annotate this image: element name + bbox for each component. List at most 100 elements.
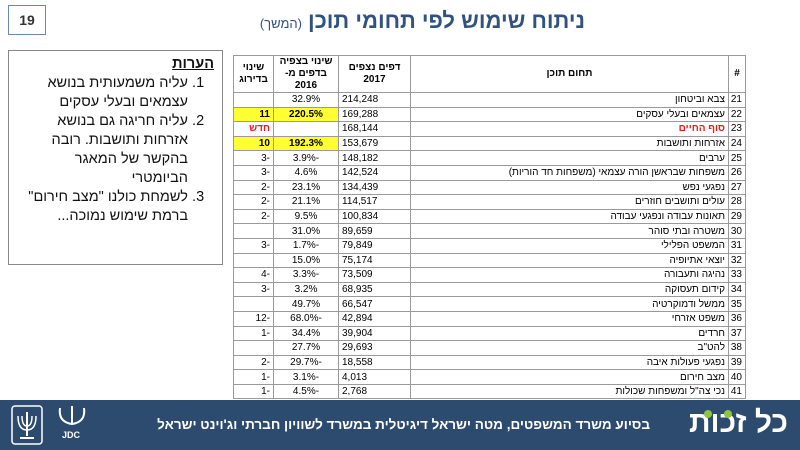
table-cell: -4.5% (273, 383, 339, 400)
table-cell: 37 (728, 325, 746, 342)
table-cell: 66,547 (338, 296, 411, 312)
column-header: שינוי בצפיה בדפים מ- 2016 (273, 55, 339, 93)
table-cell: 30 (728, 223, 746, 239)
column-header: שינוי בדירוג (233, 55, 274, 93)
table-cell: 148,182 (338, 150, 411, 166)
title-text: ניתוח שימוש לפי תחומי תוכן (307, 8, 585, 33)
table-row: 25 ערבים 148,182 -3.9% -3 (233, 150, 746, 166)
table-cell: חדש (233, 121, 274, 137)
table-row: 32 יוצאי אתיופיה 75,174 15.0% (233, 252, 746, 269)
table-cell: ממשל ודמוקרטיה (410, 296, 729, 312)
table-cell: -29.7% (273, 354, 339, 371)
table-cell: צבא וביטחון (410, 92, 729, 108)
table-cell: נכי צה"ל ומשפחות שכולות (410, 383, 729, 400)
table-cell: 220.5% (273, 106, 339, 123)
table-cell: 21.1% (273, 194, 339, 210)
table-cell: 23 (728, 121, 746, 137)
table-cell: 153,679 (338, 135, 411, 152)
table-row: 27 נפגעי נפש 134,439 23.1% -2 (233, 179, 746, 196)
table-cell: 31 (728, 237, 746, 254)
header-row: # תחום תוכן דפים נצפים 2017 שינוי בצפיה בדפ… (233, 55, 746, 93)
column-header: דפים נצפים 2017 (338, 55, 411, 93)
note-item: עליה משמעותית בנושא עצמאים ובעלי עסקים (17, 74, 188, 112)
table-cell: 169,288 (338, 106, 411, 123)
table-row: 26 משפחות שבראשן הורה עצמאי (משפחות חד הו… (233, 164, 746, 181)
table-cell: 33 (728, 267, 746, 283)
table-cell: עולים ותושבים חוזרים (410, 194, 729, 210)
table-cell: 41 (728, 383, 746, 400)
table-cell: -2 (233, 194, 274, 210)
table-cell: 9.5% (273, 208, 339, 225)
table-cell: משטרה ובתי סוהר (410, 223, 729, 239)
table-cell: 25 (728, 150, 746, 166)
title-subtitle: (המשך) (259, 16, 302, 31)
table-row: 36 משפט אזרחי 42,894 -68.0% -12 (233, 310, 746, 327)
table-cell: 35 (728, 296, 746, 312)
table-row: 29 תאונות עבודה ונפגעי עבודה 100,834 9.5% -2 (233, 208, 746, 225)
logo-dots (704, 410, 732, 418)
note-item: עליה חריגה גם בנושא אזרחות ותושבות. רובה… (17, 112, 189, 188)
table-row: 40 מצב חירום 4,013 -3.1% -1 (233, 369, 746, 385)
table-cell: משפחות שבראשן הורה עצמאי (משפחות חד הורי… (410, 164, 729, 181)
table-cell: קידום תעסוקה (410, 281, 729, 298)
table-row: 39 נפגעי פעולות איבה 18,558 -29.7% -2 (233, 354, 746, 371)
table-cell: -12 (233, 310, 274, 327)
table-cell: 3.2% (273, 281, 339, 298)
table-cell: 39,904 (338, 325, 411, 342)
table-cell: נפגעי פעולות איבה (410, 354, 729, 371)
table-cell: -3 (233, 237, 274, 254)
table-cell: 28 (728, 194, 746, 210)
table-cell: 68,935 (338, 281, 411, 298)
table-cell: 42,894 (338, 310, 411, 327)
table-cell: 100,834 (338, 208, 411, 225)
table-cell: 34 (728, 281, 746, 298)
table-cell: 26 (728, 164, 746, 181)
table-cell: 29 (728, 208, 746, 225)
table-cell (233, 340, 274, 356)
table-cell: 32.9% (273, 92, 339, 108)
table-cell: 15.0% (273, 252, 339, 269)
table-cell: 34.4% (273, 325, 339, 342)
table-row: 37 חרדים 39,904 34.4% -1 (233, 325, 746, 342)
table-cell: -1 (233, 325, 274, 342)
table-cell: סוף החיים (410, 121, 729, 137)
table-cell: 40 (728, 369, 746, 385)
notes-title: הערות (172, 56, 214, 72)
table-cell: 27 (728, 179, 746, 196)
table-cell: -1.7% (273, 237, 339, 254)
table-cell: 75,174 (338, 252, 411, 269)
table-row: 35 ממשל ודמוקרטיה 66,547 49.7% (233, 296, 746, 312)
table-cell: -3.9% (273, 150, 339, 166)
table-row: 21 צבא וביטחון 214,248 32.9% (233, 92, 746, 108)
table-cell: תאונות עבודה ונפגעי עבודה (410, 208, 729, 225)
column-header: תחום תוכן (410, 55, 729, 93)
table-cell (233, 252, 274, 269)
table-cell (233, 92, 274, 108)
table-cell: 114,517 (338, 194, 411, 210)
table-cell: 31.0% (273, 223, 339, 239)
table-cell: -3.3% (273, 267, 339, 283)
table-cell: משפט אזרחי (410, 310, 729, 327)
table-row: 34 קידום תעסוקה 68,935 3.2% -3 (233, 281, 746, 298)
table-cell: -3.1% (273, 369, 339, 385)
table-row: 23 סוף החיים 168,144 חדש (233, 121, 746, 137)
table-cell: 10 (233, 135, 274, 152)
table-cell: -68.0% (273, 310, 339, 327)
table-cell: -1 (233, 369, 274, 385)
table-cell: -2 (233, 179, 274, 196)
table-cell: -3 (233, 150, 274, 166)
table-cell: מצב חירום (410, 369, 729, 385)
table-cell (233, 223, 274, 239)
table-cell: 2,768 (338, 383, 411, 400)
table-row: 30 משטרה ובתי סוהר 89,659 31.0% (233, 223, 746, 239)
table-cell: 168,144 (338, 121, 411, 137)
table-cell: 24 (728, 135, 746, 152)
table-cell: -4 (233, 267, 274, 283)
table-row: 33 נהיגה ותעבורה 73,509 -3.3% -4 (233, 267, 746, 283)
table-cell: -2 (233, 354, 274, 371)
table-cell: -1 (233, 383, 274, 400)
table-cell: 89,659 (338, 223, 411, 239)
table-cell: חרדים (410, 325, 729, 342)
table-cell: 11 (233, 106, 274, 123)
table-cell (233, 296, 274, 312)
